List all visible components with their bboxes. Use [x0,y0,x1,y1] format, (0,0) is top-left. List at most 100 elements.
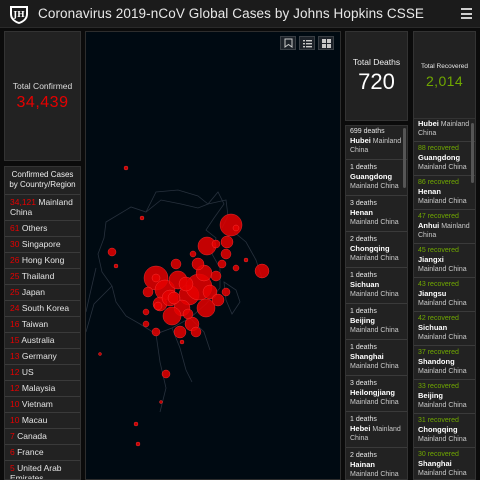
total-recovered-value: 2,014 [425,73,464,89]
case-bubble[interactable] [170,258,182,270]
recovered-row[interactable]: 47 recovered Anhui Mainland China [414,209,475,243]
case-bubble[interactable] [232,264,240,272]
death-row[interactable]: 3 deaths Henan Mainland China [346,195,407,231]
case-bubble[interactable] [179,339,185,345]
case-bubble[interactable] [211,293,225,307]
death-row[interactable]: 1 deaths Guangdong Mainland China [346,159,407,195]
recovered-region: Mainland China [418,266,467,273]
recovered-row[interactable]: 31 recovered Chongqing Mainland China [414,413,475,447]
case-bubble[interactable] [151,273,161,283]
country-row[interactable]: 10 Vietnam [5,396,80,412]
country-row[interactable]: 7 Canada [5,428,80,444]
case-bubble[interactable] [232,224,240,232]
recovered-row[interactable]: 37 recovered Shandong Mainland China [414,345,475,379]
case-bubble[interactable] [243,257,249,263]
case-bubble[interactable] [142,320,150,328]
case-bubble[interactable] [151,327,161,337]
country-row[interactable]: 12 Malaysia [5,380,80,396]
case-bubble[interactable] [167,291,181,305]
recovered-row[interactable]: Hubei Mainland China [414,119,475,141]
case-bubble[interactable] [221,287,231,297]
case-bubble[interactable] [190,326,202,338]
country-row[interactable]: 24 South Korea [5,300,80,316]
case-bubble[interactable] [210,270,222,282]
case-bubble[interactable] [217,259,227,269]
death-row[interactable]: 699 deaths Hubei Mainland China [346,126,407,159]
recovered-count: 30 recovered [418,451,459,458]
case-bubble[interactable] [113,263,119,269]
country-list-panel[interactable]: Confirmed Cases by Country/Region 34,121… [4,166,81,480]
bookmark-icon[interactable] [280,36,296,50]
case-bubble[interactable] [191,257,205,271]
case-bubble[interactable] [139,215,145,221]
death-row[interactable]: 1 deaths Beijing Mainland China [346,303,407,339]
recovered-scrollbar[interactable] [471,123,474,183]
recovered-row[interactable]: 30 recovered Shanghai Mainland China [414,447,475,479]
map[interactable] [86,32,340,479]
deaths-list-panel[interactable]: 699 deaths Hubei Mainland China 1 deaths Gu… [345,125,408,480]
country-row[interactable]: 26 Hong Kong [5,252,80,268]
country-row[interactable]: 5 United Arab Emirates [5,460,80,479]
case-bubble[interactable] [178,276,194,292]
country-row[interactable]: 61 Others [5,220,80,236]
case-bubble[interactable] [219,213,243,237]
case-bubble[interactable] [142,286,154,298]
case-bubble[interactable] [182,308,194,320]
country-row[interactable]: 6 France [5,444,80,460]
case-bubble[interactable] [162,306,182,326]
case-bubble[interactable] [196,298,216,318]
case-bubble[interactable] [211,239,221,249]
case-bubble[interactable] [133,421,139,427]
case-bubble[interactable] [189,250,197,258]
recovered-row[interactable]: 88 recovered Guangdong Mainland China [414,141,475,175]
list-icon[interactable] [299,36,315,50]
death-row[interactable]: 2 deaths Hainan Mainland China [346,447,407,479]
country-row[interactable]: 10 Macau [5,412,80,428]
menu-icon[interactable] [461,8,472,19]
death-region: Mainland China [350,363,399,370]
recovered-place: Jiangxi [418,255,444,264]
case-bubble[interactable] [159,400,163,404]
case-bubble[interactable] [98,352,102,356]
recovered-count: 37 recovered [418,349,459,356]
recovered-row[interactable]: 42 recovered Sichuan Mainland China [414,311,475,345]
death-row[interactable]: 1 deaths Sichuan Mainland China [346,267,407,303]
grid-icon[interactable] [318,36,334,50]
country-row[interactable]: 25 Japan [5,284,80,300]
case-bubble[interactable] [220,235,234,249]
case-bubble[interactable] [153,301,163,311]
country-list: 34,121 Mainland China 61 Others 30 Singapo… [5,194,80,479]
country-row[interactable]: 12 US [5,364,80,380]
case-bubble[interactable] [142,308,150,316]
death-row[interactable]: 3 deaths Heilongjiang Mainland China [346,375,407,411]
case-bubble[interactable] [202,284,218,300]
death-place: Hainan [350,460,376,469]
deaths-scrollbar[interactable] [403,128,406,188]
recovered-row[interactable]: 86 recovered Henan Mainland China [414,175,475,209]
country-count: 10 [10,415,20,425]
case-bubble[interactable] [173,325,187,339]
death-region: Mainland China [350,426,401,442]
country-row[interactable]: 16 Taiwan [5,316,80,332]
death-row[interactable]: 1 deaths Hebei Mainland China [346,411,407,447]
recovered-list-panel[interactable]: Hubei Mainland China 88 recovered Guangdon… [413,118,476,480]
country-row[interactable]: 25 Thailand [5,268,80,284]
country-row[interactable]: 34,121 Mainland China [5,194,80,220]
country-row[interactable]: 15 Australia [5,332,80,348]
country-count: 24 [10,303,20,313]
case-bubble[interactable] [220,248,232,260]
case-bubble[interactable] [161,369,171,379]
death-row[interactable]: 2 deaths Chongqing Mainland China [346,231,407,267]
recovered-row[interactable]: 43 recovered Jiangsu Mainland China [414,277,475,311]
case-bubble[interactable] [107,247,117,257]
case-bubble[interactable] [135,441,141,447]
recovered-row[interactable]: 45 recovered Jiangxi Mainland China [414,243,475,277]
recovered-place: Jiangsu [418,289,447,298]
recovered-row[interactable]: 33 recovered Beijing Mainland China [414,379,475,413]
death-row[interactable]: 1 deaths Shanghai Mainland China [346,339,407,375]
map-panel[interactable] [85,31,341,480]
case-bubble[interactable] [123,165,129,171]
country-row[interactable]: 13 Germany [5,348,80,364]
case-bubble[interactable] [254,263,270,279]
country-row[interactable]: 30 Singapore [5,236,80,252]
